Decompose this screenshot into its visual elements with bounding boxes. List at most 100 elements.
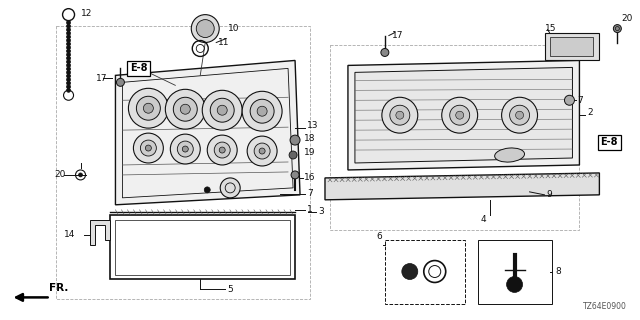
Circle shape [67, 49, 70, 53]
Polygon shape [325, 173, 600, 200]
Text: 13: 13 [307, 121, 319, 130]
Circle shape [442, 97, 477, 133]
Ellipse shape [495, 148, 525, 162]
Circle shape [67, 63, 70, 67]
Text: TZ64E0900: TZ64E0900 [584, 302, 627, 311]
Circle shape [191, 15, 220, 43]
Text: 17: 17 [95, 74, 107, 83]
Circle shape [290, 135, 300, 145]
Text: E-8: E-8 [130, 63, 147, 73]
Circle shape [67, 20, 70, 25]
Circle shape [402, 264, 418, 279]
Text: 7: 7 [577, 96, 583, 105]
Text: 12: 12 [81, 9, 92, 18]
Polygon shape [348, 60, 579, 170]
Circle shape [173, 97, 197, 121]
Circle shape [67, 88, 70, 92]
Text: 5: 5 [227, 285, 233, 294]
Circle shape [259, 148, 265, 154]
Circle shape [613, 25, 621, 33]
Circle shape [509, 105, 529, 125]
Circle shape [204, 187, 210, 193]
Circle shape [67, 28, 70, 32]
Text: 14: 14 [64, 230, 76, 239]
Circle shape [289, 151, 297, 159]
Circle shape [67, 70, 70, 75]
Circle shape [210, 98, 234, 122]
Circle shape [516, 111, 524, 119]
Circle shape [116, 78, 124, 86]
Bar [330, 45, 579, 230]
Polygon shape [115, 60, 300, 205]
Circle shape [140, 140, 156, 156]
Text: 19: 19 [304, 148, 316, 156]
Circle shape [67, 67, 70, 71]
Circle shape [217, 105, 227, 115]
Circle shape [257, 106, 267, 116]
Text: 18: 18 [304, 133, 316, 143]
Circle shape [67, 38, 70, 43]
Circle shape [291, 171, 299, 179]
Circle shape [242, 91, 282, 131]
Circle shape [202, 90, 242, 130]
Circle shape [250, 99, 274, 123]
Circle shape [67, 35, 70, 39]
Polygon shape [355, 68, 572, 163]
Bar [550, 36, 593, 56]
Text: FR.: FR. [49, 284, 68, 293]
Circle shape [67, 42, 70, 46]
Text: 3: 3 [318, 207, 324, 216]
Circle shape [79, 173, 83, 177]
Text: 11: 11 [218, 38, 230, 47]
Circle shape [67, 31, 70, 35]
Circle shape [254, 143, 270, 159]
Circle shape [67, 85, 70, 89]
Circle shape [67, 74, 70, 78]
Text: E-8: E-8 [600, 137, 618, 147]
Circle shape [133, 133, 163, 163]
Circle shape [247, 136, 277, 166]
Circle shape [382, 97, 418, 133]
Circle shape [450, 105, 470, 125]
Circle shape [177, 141, 193, 157]
Text: 8: 8 [556, 267, 561, 276]
Circle shape [67, 81, 70, 85]
Circle shape [170, 134, 200, 164]
Circle shape [67, 45, 70, 50]
Bar [56, 26, 310, 300]
Text: 6: 6 [376, 232, 382, 241]
Circle shape [129, 88, 168, 128]
Circle shape [67, 78, 70, 82]
Circle shape [143, 103, 154, 113]
Circle shape [396, 111, 404, 119]
Text: 1: 1 [307, 205, 313, 214]
Circle shape [207, 135, 237, 165]
Bar [385, 240, 465, 304]
Circle shape [381, 49, 389, 56]
Text: 2: 2 [588, 108, 593, 117]
Circle shape [220, 178, 240, 198]
Text: 20: 20 [621, 14, 633, 23]
Text: 15: 15 [545, 24, 556, 33]
Circle shape [180, 104, 190, 114]
Circle shape [165, 89, 205, 129]
Circle shape [67, 56, 70, 60]
Circle shape [67, 24, 70, 28]
Circle shape [220, 147, 225, 153]
Circle shape [67, 60, 70, 64]
Text: 7: 7 [307, 189, 313, 198]
Circle shape [214, 142, 230, 158]
Circle shape [145, 145, 152, 151]
Polygon shape [90, 220, 111, 244]
Circle shape [507, 276, 522, 292]
Bar [545, 33, 600, 60]
Circle shape [502, 97, 538, 133]
Circle shape [390, 105, 410, 125]
Circle shape [67, 53, 70, 57]
Circle shape [456, 111, 464, 119]
Text: 20: 20 [54, 171, 65, 180]
Text: 17: 17 [392, 31, 403, 40]
Circle shape [196, 20, 214, 37]
Circle shape [182, 146, 188, 152]
Text: 16: 16 [304, 173, 316, 182]
